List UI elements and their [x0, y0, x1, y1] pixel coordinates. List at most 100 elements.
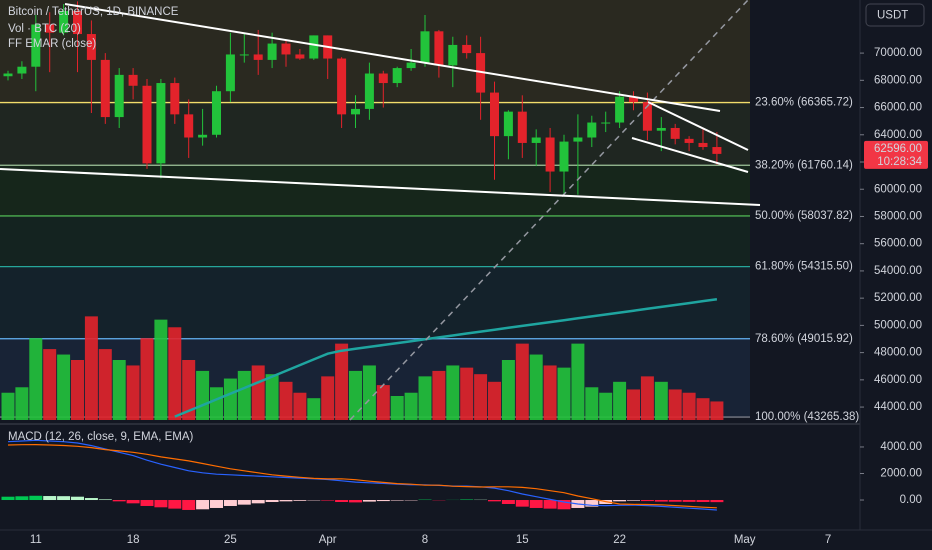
candle-body: [114, 74, 124, 118]
volume-bar: [585, 387, 599, 420]
candle-body: [392, 68, 402, 84]
macd-histogram-bar: [557, 500, 571, 510]
candle-body: [531, 137, 541, 143]
candle-body: [17, 66, 27, 74]
macd-histogram-bar: [210, 500, 223, 508]
macd-histogram-bar: [71, 496, 84, 501]
volume-bar: [474, 374, 488, 420]
last-price-badge: [864, 140, 928, 169]
candle-body: [462, 44, 472, 54]
macd-histogram-bar: [168, 500, 182, 509]
candle-body: [629, 96, 638, 103]
candle-body: [184, 114, 194, 138]
macd-histogram-bar: [43, 496, 57, 501]
volume-bar: [362, 365, 376, 420]
candle-body: [601, 122, 611, 124]
candle-body: [156, 83, 166, 164]
macd-histogram-bar: [460, 499, 474, 501]
x-tick-label: Apr: [319, 534, 337, 546]
candle-body: [615, 96, 625, 123]
volume-bar: [682, 392, 696, 420]
y-tick-label: 44000.00: [874, 401, 922, 413]
signal-line: [7, 443, 717, 509]
ribbon-label: FF EMAR (close): [8, 38, 96, 50]
volume-bar: [265, 374, 279, 420]
trend-line: [631, 137, 749, 173]
volume-bar: [557, 367, 571, 420]
volume-bar: [627, 389, 640, 420]
fib-band: [0, 0, 750, 103]
volume-bar: [182, 360, 196, 420]
candle-body: [100, 59, 110, 118]
macd-histogram-bar: [349, 500, 362, 503]
candle-body: [712, 147, 722, 154]
volume-bar: [140, 338, 154, 420]
fib-band: [0, 266, 750, 339]
volume-bar: [349, 370, 362, 420]
macd-histogram-bar: [682, 500, 696, 502]
macd-histogram-bar: [1, 496, 15, 501]
macd-histogram-bar: [696, 500, 710, 503]
x-tick-label: 25: [224, 534, 237, 546]
candle-body: [73, 10, 82, 35]
currency-button[interactable]: [865, 3, 925, 27]
candle-body: [337, 58, 347, 115]
macd-histogram-bar: [585, 500, 599, 507]
macd-histogram-bar: [237, 500, 251, 505]
macd-histogram-bar: [84, 498, 98, 501]
volume-bar: [237, 370, 251, 420]
macd-histogram-bar: [376, 500, 390, 502]
macd-y-tick-label: 4000.00: [880, 441, 922, 453]
volume-bar: [613, 381, 627, 420]
candle-body: [490, 92, 499, 137]
volume-bar: [57, 354, 71, 420]
macd-histogram-bar: [154, 500, 168, 508]
y-tick-label: 52000.00: [874, 292, 922, 304]
macd-histogram-bar: [668, 500, 682, 502]
volume-bar: [460, 367, 474, 420]
candle-body: [225, 54, 235, 92]
volume-bar: [418, 376, 432, 420]
volume-bar: [321, 376, 335, 420]
axes: 44000.00 46000.00 48000.00 50000.00 52000.00…: [30, 47, 928, 546]
macd-histogram-bar: [15, 496, 29, 501]
volume-bar: [223, 378, 237, 420]
volume-bar: [696, 398, 710, 420]
macd-pane: [1, 439, 724, 511]
volume-bar: [404, 392, 418, 420]
macd-histogram-bar: [362, 500, 376, 502]
macd-histogram-bar: [223, 500, 237, 506]
x-tick-label: 15: [516, 534, 529, 546]
macd-histogram-bar: [57, 496, 71, 501]
volume-label: Vol · BTC (20): [8, 23, 81, 35]
candle-body: [3, 73, 13, 77]
candle-body: [378, 73, 388, 84]
candle-body: [267, 43, 277, 60]
last-price-label: 62596.00: [874, 143, 922, 155]
candle-body: [309, 35, 319, 59]
x-tick-label: 7: [825, 534, 831, 546]
y-tick-label: 50000.00: [874, 319, 922, 331]
y-tick-label: 56000.00: [874, 238, 922, 250]
currency-button-label[interactable]: USDT: [877, 10, 908, 22]
macd-histogram-bar: [251, 500, 265, 504]
candle-body: [31, 24, 41, 67]
macd-histogram-bar: [265, 500, 279, 503]
volume-bar: [654, 381, 668, 420]
volume-bar: [98, 349, 112, 420]
y-tick-label: 46000.00: [874, 374, 922, 386]
volume-bar: [640, 376, 654, 420]
y-tick-label: 58000.00: [874, 210, 922, 222]
candle-body: [434, 31, 444, 66]
volume-bar: [154, 319, 168, 420]
dashed-trend-line: [349, 0, 749, 421]
macd-histogram-bar: [515, 500, 529, 507]
macd-histogram-bar: [321, 500, 335, 501]
y-tick-label: 66000.00: [874, 102, 922, 114]
macd-histogram-bar: [543, 500, 557, 509]
candle-body: [142, 85, 152, 164]
candle-body: [239, 54, 249, 56]
volume-bar: [71, 360, 84, 420]
